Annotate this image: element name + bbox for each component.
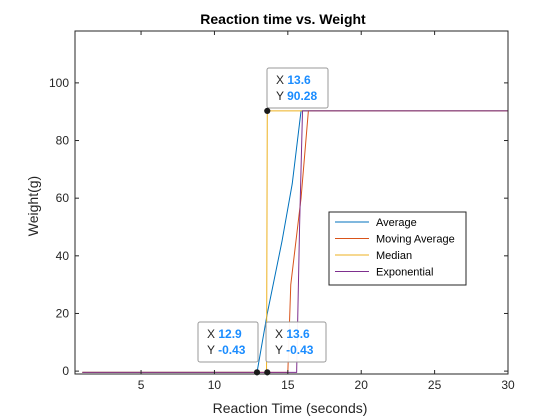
datatip-marker-2 (264, 369, 271, 376)
datatip-0[interactable]: X 13.6 Y 90.28 (264, 67, 329, 114)
legend-label-3: Exponential (376, 267, 434, 279)
x-tick-label-5: 30 (501, 378, 515, 392)
y-tick-label-3: 60 (56, 191, 70, 205)
x-tick-label-1: 10 (208, 378, 222, 392)
datatip-x-row-1: X 12.9 (207, 327, 242, 341)
legend-label-2: Median (376, 250, 412, 262)
legend-label-0: Average (376, 217, 417, 229)
datatip-x-row-0: X 13.6 (276, 73, 311, 87)
datatip-y-row-2: Y -0.43 (275, 343, 314, 357)
axes-layer: 5 10 15 20 25 30 0 20 40 60 80 100 (49, 30, 515, 392)
y-axis-label: Weight(g) (25, 176, 41, 236)
x-tick-label-3: 20 (355, 378, 369, 392)
x-axis-label: Reaction Time (seconds) (213, 400, 368, 416)
datatip-box-0 (266, 67, 329, 109)
datatip-box-2 (265, 321, 327, 363)
legend[interactable]: Average Moving Average Median Exponential (328, 211, 467, 286)
y-tick-label-0: 0 (62, 364, 69, 378)
datatip-layer: X 13.6 Y 90.28 X 12.9 Y -0.43 X 13.6 Y -0.43 (197, 67, 329, 376)
x-tick-label-2: 15 (281, 378, 295, 392)
datatip-1[interactable]: X 12.9 Y -0.43 (197, 321, 261, 376)
datatip-y-row-0: Y 90.28 (276, 89, 317, 103)
datatip-y-row-1: Y -0.43 (207, 343, 246, 357)
x-tick-label-0: 5 (138, 378, 145, 392)
datatip-box-1 (197, 321, 259, 363)
axes-box (74, 30, 509, 375)
chart-title: Reaction time vs. Weight (200, 11, 366, 27)
legend-box (328, 211, 467, 286)
datatip-marker-1 (253, 369, 261, 376)
y-tick-label-5: 100 (49, 76, 69, 90)
y-tick-label-4: 80 (56, 134, 70, 148)
datatip-x-row-2: X 13.6 (275, 327, 310, 341)
y-tick-label-1: 20 (56, 306, 70, 320)
series-line-3[interactable] (82, 110, 508, 373)
y-tick-label-2: 40 (56, 249, 70, 263)
legend-label-1: Moving Average (376, 234, 455, 246)
x-tick-label-4: 25 (428, 378, 442, 392)
datatip-marker-0 (264, 107, 271, 114)
datatip-2[interactable]: X 13.6 Y -0.43 (264, 321, 327, 376)
